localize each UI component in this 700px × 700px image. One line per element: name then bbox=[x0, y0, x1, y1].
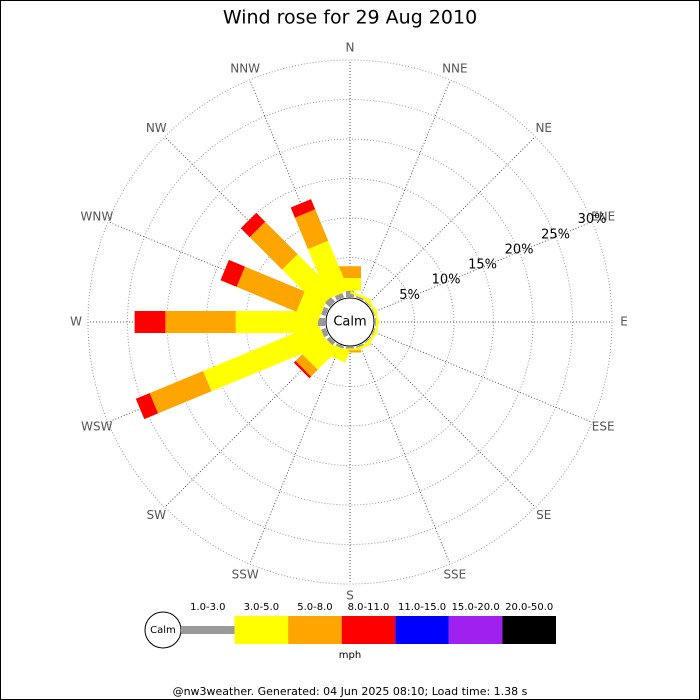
bar-segment bbox=[371, 327, 376, 336]
bar-segment bbox=[134, 311, 166, 333]
bar-segment bbox=[334, 293, 345, 301]
legend-label: 5.0-8.0 bbox=[297, 602, 332, 613]
legend-label: 11.0-15.0 bbox=[398, 602, 446, 613]
bar-segment bbox=[203, 323, 327, 392]
direction-label: NW bbox=[146, 121, 167, 135]
ring bbox=[166, 138, 534, 506]
calm-label: Calm bbox=[333, 315, 366, 330]
bar-segment bbox=[364, 300, 372, 308]
direction-label: E bbox=[620, 315, 628, 329]
bar-segment bbox=[339, 266, 361, 278]
ring-label: 25% bbox=[541, 227, 570, 242]
bar-segment bbox=[220, 259, 245, 287]
bar-segment bbox=[135, 393, 159, 420]
bar-segment bbox=[236, 266, 305, 312]
direction-label: SSE bbox=[443, 568, 466, 582]
bar-segment bbox=[235, 311, 318, 333]
bar-segment bbox=[295, 354, 318, 377]
bar-segment bbox=[325, 297, 336, 308]
direction-label: S bbox=[346, 589, 354, 603]
spoke bbox=[367, 136, 536, 305]
direction-label: WSW bbox=[81, 419, 112, 433]
direction-label: ESE bbox=[592, 419, 615, 433]
ring-label: 20% bbox=[505, 242, 534, 257]
bar-segment bbox=[371, 308, 376, 317]
bar-segment bbox=[355, 343, 364, 349]
legend-swatch bbox=[448, 616, 503, 644]
direction-label: NNW bbox=[230, 61, 260, 75]
ring-label: 10% bbox=[432, 273, 461, 288]
bar-segment bbox=[282, 254, 336, 308]
spoke bbox=[372, 221, 593, 313]
bar-segment bbox=[346, 347, 354, 349]
direction-label: SE bbox=[536, 508, 551, 522]
bar-segment bbox=[307, 240, 349, 299]
direction-label: SW bbox=[147, 508, 167, 522]
legend-swatch bbox=[341, 616, 396, 644]
direction-label: W bbox=[70, 315, 82, 329]
bar-segment bbox=[290, 199, 316, 218]
legend-label: 15.0-20.0 bbox=[452, 602, 500, 613]
legend-swatch bbox=[502, 616, 556, 644]
legend-swatch bbox=[288, 616, 342, 644]
legend-swatch bbox=[181, 626, 235, 634]
legend-swatch bbox=[395, 616, 449, 644]
legend-label: 3.0-5.0 bbox=[244, 602, 279, 613]
unit-label: mph bbox=[339, 650, 361, 661]
bar-segment bbox=[302, 334, 338, 370]
bar-segment bbox=[321, 306, 329, 317]
direction-label: ENE bbox=[591, 210, 615, 224]
chart-title: Wind rose for 29 Aug 2010 bbox=[223, 7, 477, 29]
spoke bbox=[359, 79, 451, 300]
bar-segment bbox=[355, 295, 364, 301]
legend-label: 1.0-3.0 bbox=[190, 602, 225, 613]
spoke bbox=[249, 344, 341, 565]
spoke bbox=[359, 344, 451, 565]
legend-swatch bbox=[234, 616, 289, 644]
footer: @nw3weather. Generated: 04 Jun 2025 08:1… bbox=[173, 685, 528, 698]
direction-label: WNW bbox=[80, 210, 113, 224]
bar-segment bbox=[293, 360, 312, 379]
direction-label: NNE bbox=[442, 61, 468, 75]
ring bbox=[87, 59, 613, 585]
bar-segment bbox=[149, 371, 212, 414]
bar-segment bbox=[335, 343, 345, 349]
ring-label: 15% bbox=[468, 258, 497, 273]
direction-label: NE bbox=[535, 121, 552, 135]
bar-segment bbox=[249, 221, 298, 270]
bar-segment bbox=[364, 336, 372, 344]
bar-segment bbox=[350, 291, 372, 302]
bar-segment bbox=[165, 311, 236, 333]
bar-segment bbox=[321, 327, 329, 338]
bar-segment bbox=[240, 212, 266, 238]
bar-segment bbox=[326, 336, 336, 346]
calm-circle bbox=[325, 297, 375, 347]
direction-label: SSW bbox=[232, 568, 259, 582]
bar-segment bbox=[294, 209, 329, 250]
ring-label: 30% bbox=[578, 212, 607, 227]
bar-segment bbox=[375, 318, 376, 326]
ring bbox=[127, 99, 573, 545]
legend-label: 20.0-50.0 bbox=[505, 602, 553, 613]
direction-label: N bbox=[346, 41, 355, 55]
bar-segment bbox=[317, 318, 325, 326]
legend-label: 8.0-11.0 bbox=[348, 602, 390, 613]
ring-label: 5% bbox=[399, 288, 420, 303]
legend-calm-label: Calm bbox=[150, 625, 176, 636]
spoke bbox=[367, 339, 536, 508]
spoke bbox=[372, 331, 593, 423]
